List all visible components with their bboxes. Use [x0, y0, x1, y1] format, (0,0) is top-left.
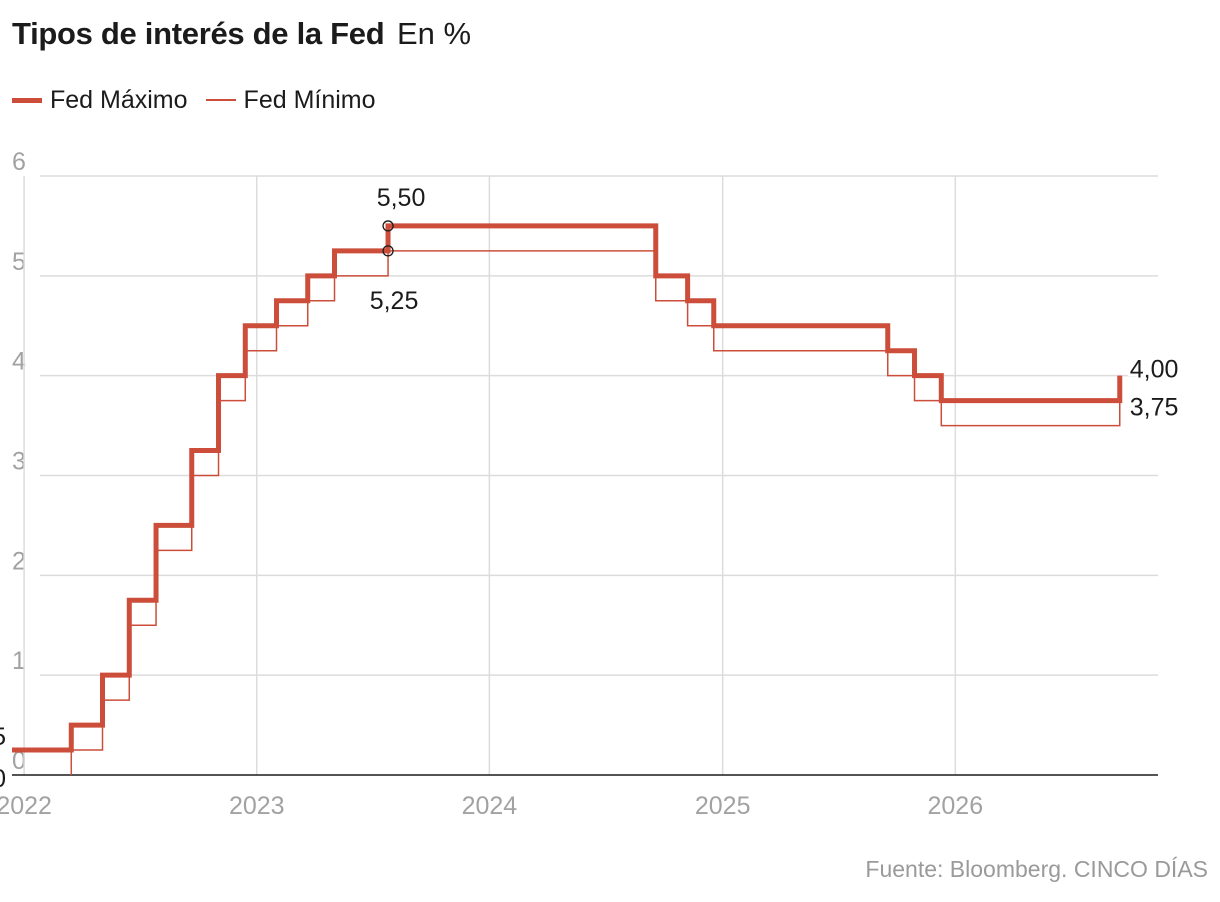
- y-tick-label-6: 6: [12, 148, 26, 176]
- y-tick-label-2: 2: [12, 547, 26, 575]
- x-tick-label-2023: 2023: [229, 792, 285, 820]
- series-line-fed-minimo: [70, 250, 1121, 775]
- y-tick-label-3: 3: [12, 448, 26, 476]
- value-label-4-00: 4,00: [1130, 356, 1179, 384]
- legend: Fed Máximo Fed Mínimo: [12, 84, 394, 116]
- y-tick-label-5: 5: [12, 248, 26, 276]
- value-label-5-50: 5,50: [377, 184, 426, 212]
- y-tick-label-0: 0: [12, 747, 26, 775]
- value-marker-5-25: [382, 245, 394, 257]
- value-label-0-00: 0,00: [0, 765, 6, 793]
- x-tick-label-2025: 2025: [695, 792, 751, 820]
- source-note: Fuente: Bloomberg. CINCO DÍAS: [865, 856, 1208, 882]
- y-tick-label-1: 1: [12, 647, 26, 675]
- x-tick-label-2022: 2022: [0, 792, 52, 820]
- value-label-5-25: 5,25: [370, 287, 419, 315]
- series-line-fed-maximo: [12, 223, 1123, 753]
- legend-label-fed-maximo: Fed Máximo: [50, 85, 188, 114]
- legend-label-fed-minimo: Fed Mínimo: [243, 85, 376, 114]
- chart-subtitle: En %: [396, 16, 472, 51]
- x-tick-label-2026: 2026: [928, 792, 984, 820]
- value-label-0-25: 0,25: [0, 723, 6, 751]
- value-marker-5-50: [382, 220, 394, 232]
- chart-title-row: Tipos de interés de la Fed En %: [12, 14, 471, 54]
- legend-swatch-fed-maximo: [12, 97, 42, 103]
- y-tick-label-4: 4: [12, 348, 26, 376]
- x-tick-label-2024: 2024: [462, 792, 518, 820]
- legend-item-fed-maximo: Fed Máximo: [12, 86, 188, 115]
- chart-title: Tipos de interés de la Fed: [12, 16, 385, 51]
- legend-swatch-fed-minimo: [205, 99, 236, 101]
- value-label-3-75: 3,75: [1130, 394, 1179, 422]
- legend-item-fed-minimo: Fed Mínimo: [205, 85, 376, 115]
